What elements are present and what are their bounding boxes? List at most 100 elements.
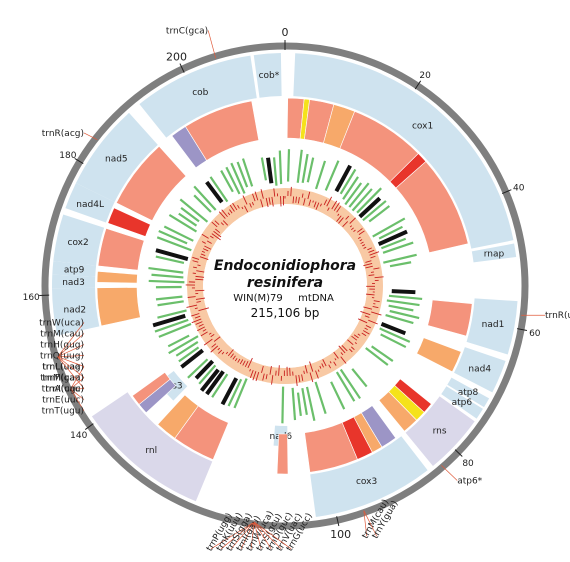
gc-spike	[229, 204, 235, 212]
orf-bar	[155, 255, 185, 265]
gc-spike	[337, 213, 340, 216]
orf-bar	[344, 182, 363, 206]
gc-spike	[229, 209, 233, 214]
tick-label: 60	[529, 329, 541, 339]
gc-spike	[195, 275, 205, 278]
orf-bar	[209, 176, 229, 203]
orf-bar	[388, 294, 423, 301]
gc-spike	[265, 197, 269, 208]
trna-label: trnA(ugc)	[42, 385, 84, 395]
orf-bar	[205, 370, 225, 396]
gc-spike	[197, 326, 206, 332]
trna-label: trnM(cau)	[40, 330, 84, 340]
gc-spike	[210, 345, 219, 353]
gc-spike	[200, 331, 208, 337]
gc-spike	[350, 227, 354, 231]
orf-bar	[389, 261, 412, 268]
gc-spike	[319, 365, 322, 369]
exon-block-27	[185, 100, 260, 161]
gene-box-atp8	[447, 377, 490, 408]
gc-spike	[342, 221, 349, 228]
orf-bar	[155, 248, 189, 261]
orf-bar	[148, 266, 184, 274]
tick-label: 80	[462, 459, 474, 469]
gc-spike	[368, 249, 375, 253]
exon-block-6	[395, 161, 469, 254]
orf-bar	[383, 253, 417, 264]
trna-label: trnT(ugu)	[42, 407, 84, 417]
gene-label-cox2: cox2	[68, 238, 89, 248]
center-title: Endoconidiophora resinifera WIN(M)79 mtD…	[214, 258, 356, 320]
exon-block-24	[107, 207, 151, 237]
gc-spike	[211, 233, 221, 241]
gc-spike	[349, 217, 356, 224]
exon-block-11	[378, 391, 418, 432]
gc-spike	[194, 307, 198, 310]
gene-box-nad5	[75, 112, 158, 203]
gc-spike	[333, 351, 339, 359]
gc-spike	[249, 368, 251, 372]
gc-spike	[373, 267, 380, 270]
gc-spike	[308, 199, 312, 207]
gene-label-nad5: nad5	[105, 154, 128, 164]
trna-connector	[57, 356, 85, 389]
orf-bar	[324, 160, 340, 191]
exon-block-18	[157, 394, 199, 439]
gc-spike	[347, 339, 354, 346]
gc-spike	[221, 351, 225, 355]
gc-spike	[201, 241, 206, 244]
orf-bar	[378, 225, 403, 240]
gc-spike	[198, 307, 209, 312]
gc-spike	[357, 333, 361, 336]
gene-label-nad4L: nad4L	[76, 200, 104, 210]
orf-bar	[157, 309, 187, 319]
orf-bar	[382, 241, 414, 254]
trna-label: trnR(ucu)	[545, 311, 570, 321]
gc-spike	[187, 296, 196, 298]
gene-box-nad1	[466, 298, 518, 355]
trna-label: trnW(uca)	[39, 319, 84, 329]
gc-spike	[244, 205, 249, 213]
orf-bar	[194, 359, 215, 380]
orf-bar	[193, 194, 212, 213]
gc-spike	[340, 352, 344, 356]
trna-connector	[57, 344, 85, 358]
species-epithet: resinifera	[247, 275, 323, 291]
orf-bar	[260, 157, 268, 181]
tick-label: 200	[166, 50, 187, 63]
gc-spike	[221, 209, 228, 218]
gc-spike	[204, 245, 212, 250]
exon-block-7	[427, 299, 473, 337]
tick-mark	[74, 157, 84, 165]
gc-spike	[365, 260, 372, 263]
trna-label: trnF(gaa)	[42, 374, 84, 384]
gene-label-rnl: rnl	[145, 446, 157, 456]
gc-spike	[359, 239, 363, 242]
trna-label: trnC(gca)	[166, 26, 208, 36]
orf-bar	[180, 207, 200, 223]
gene-box-cob*	[253, 53, 282, 98]
trna-connector	[57, 322, 85, 357]
trna-connector	[441, 465, 458, 481]
gc-spike	[290, 186, 292, 197]
gc-spike	[297, 197, 300, 204]
gc-spike	[301, 193, 304, 198]
gc-spike	[232, 355, 236, 360]
trna-label: trnM(cau)	[40, 374, 84, 384]
exon-block-23	[97, 227, 145, 271]
orf-bar	[371, 345, 394, 362]
gc-spike	[354, 342, 357, 345]
exon-block-22	[96, 271, 138, 284]
orf-bar	[365, 347, 389, 366]
orf-bar	[157, 300, 184, 307]
gene-box-rnap	[471, 243, 517, 263]
gc-spike	[268, 197, 271, 205]
gc-spike	[362, 330, 370, 335]
gc-inner	[203, 204, 367, 368]
gc-spike	[186, 304, 198, 308]
exon-block-15	[304, 422, 358, 473]
gene-label-nad1: nad1	[482, 320, 505, 330]
orf-bar	[389, 309, 420, 320]
gc-spike	[269, 365, 272, 375]
